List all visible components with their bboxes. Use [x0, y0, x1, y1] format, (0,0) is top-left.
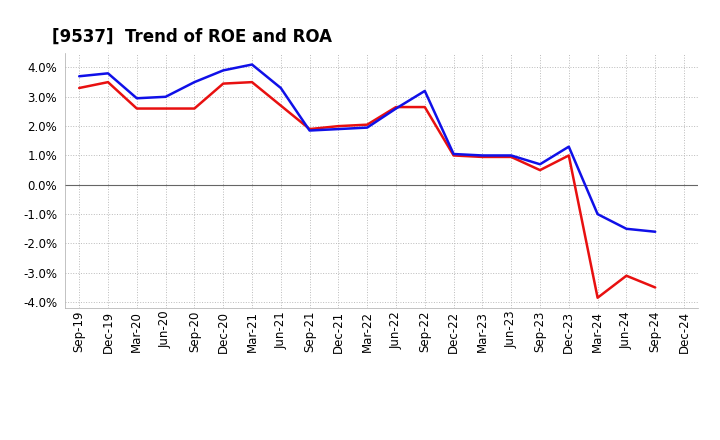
- ROA: [363, 125, 372, 130]
- ROA: [75, 73, 84, 79]
- ROE: [392, 104, 400, 110]
- ROA: [104, 71, 112, 76]
- Line: ROE: ROE: [79, 82, 655, 298]
- ROA: [161, 94, 170, 99]
- Text: [9537]  Trend of ROE and ROA: [9537] Trend of ROE and ROA: [52, 28, 332, 46]
- ROA: [449, 151, 458, 157]
- ROE: [507, 154, 516, 160]
- ROE: [161, 106, 170, 111]
- ROE: [564, 153, 573, 158]
- ROE: [305, 126, 314, 132]
- ROE: [363, 122, 372, 127]
- ROE: [75, 85, 84, 91]
- ROE: [276, 103, 285, 108]
- ROE: [190, 106, 199, 111]
- ROA: [190, 80, 199, 85]
- ROA: [132, 95, 141, 101]
- ROA: [651, 229, 660, 235]
- ROA: [420, 88, 429, 94]
- ROA: [622, 226, 631, 231]
- ROE: [622, 273, 631, 279]
- ROA: [392, 106, 400, 111]
- ROA: [564, 144, 573, 149]
- ROE: [593, 295, 602, 301]
- ROE: [420, 104, 429, 110]
- ROA: [248, 62, 256, 67]
- ROE: [536, 168, 544, 173]
- Line: ROA: ROA: [79, 65, 655, 232]
- ROE: [478, 154, 487, 160]
- ROA: [219, 68, 228, 73]
- ROE: [132, 106, 141, 111]
- ROA: [305, 128, 314, 133]
- ROA: [536, 161, 544, 167]
- ROE: [219, 81, 228, 86]
- ROE: [104, 80, 112, 85]
- ROA: [593, 212, 602, 217]
- ROA: [276, 85, 285, 91]
- ROA: [334, 126, 343, 132]
- ROE: [449, 153, 458, 158]
- ROE: [651, 285, 660, 290]
- ROA: [507, 153, 516, 158]
- ROE: [248, 80, 256, 85]
- ROE: [334, 124, 343, 129]
- ROA: [478, 153, 487, 158]
